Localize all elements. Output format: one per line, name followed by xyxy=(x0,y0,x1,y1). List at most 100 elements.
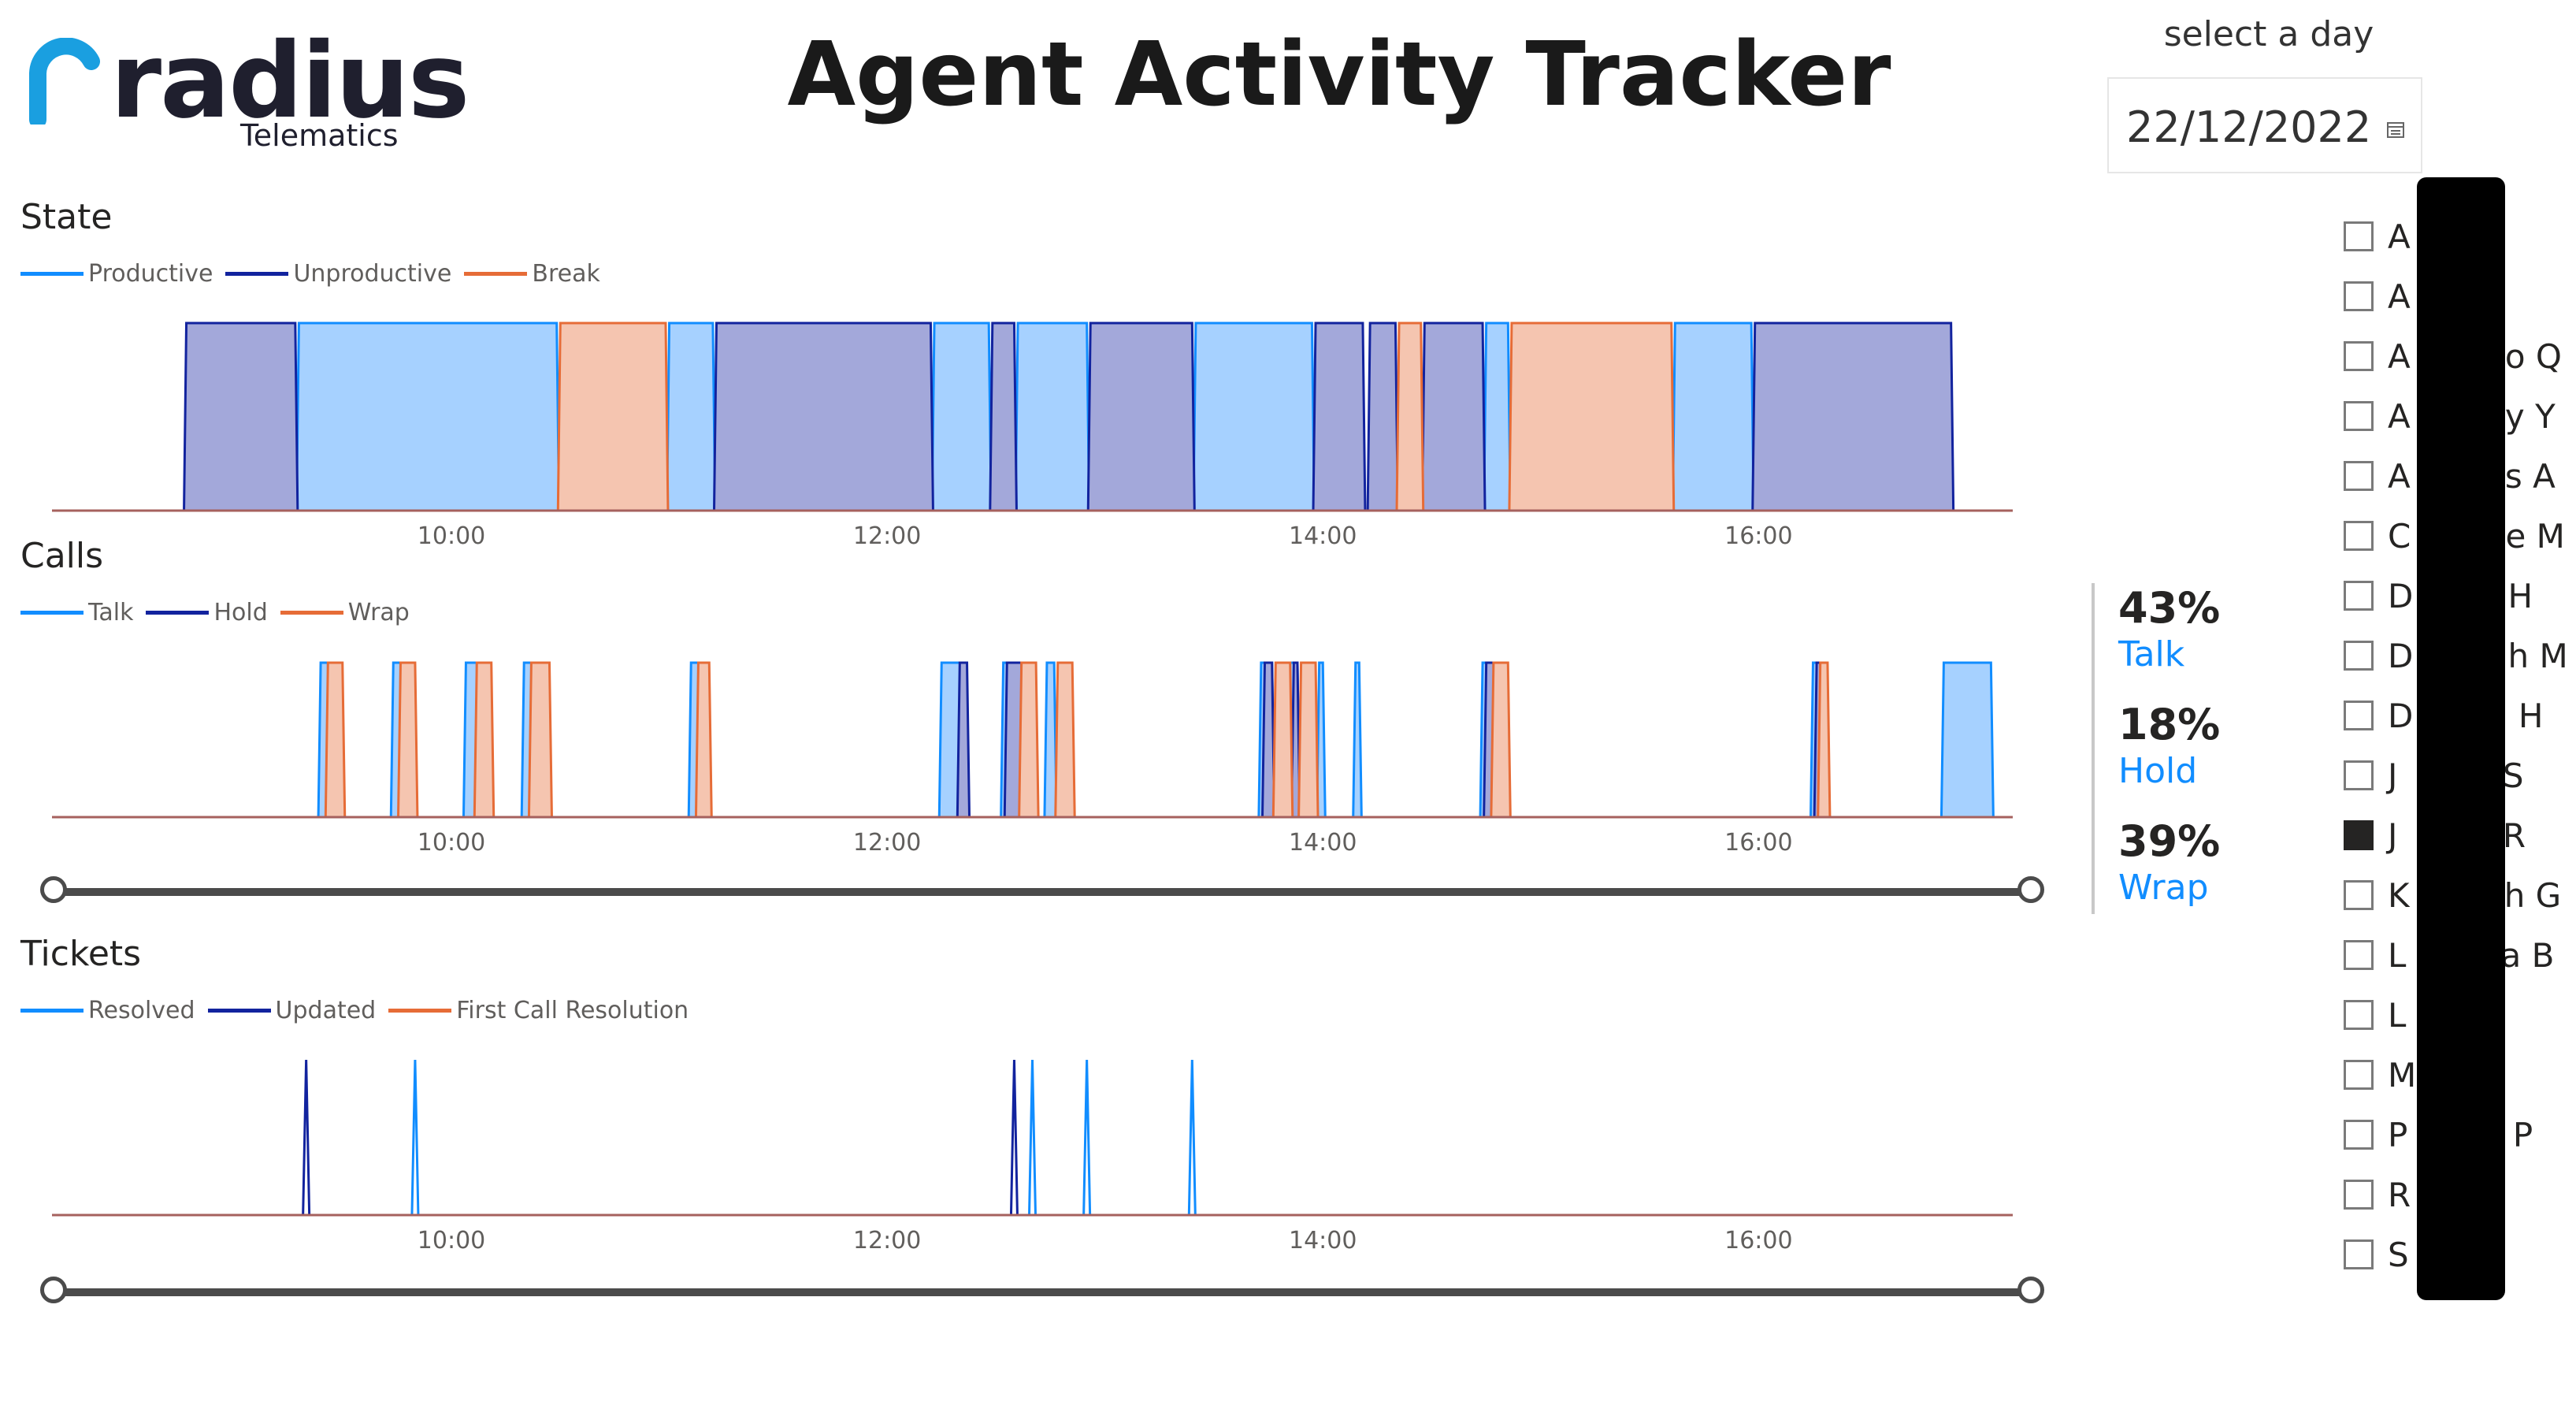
state-productive-segment[interactable] xyxy=(1671,321,1755,512)
tickets-updated-spike[interactable] xyxy=(1009,1059,1019,1216)
calls-hold-segment[interactable] xyxy=(956,661,971,819)
agent-checkbox[interactable] xyxy=(2344,581,2374,611)
calls-wrap-segment[interactable] xyxy=(694,661,713,819)
calls-wrap-segment[interactable] xyxy=(1271,661,1294,819)
agent-option[interactable]: A xyxy=(2344,213,2411,260)
state-unproductive-segment[interactable] xyxy=(1366,321,1399,512)
calendar-icon[interactable] xyxy=(2386,120,2405,139)
agent-checkbox[interactable] xyxy=(2344,221,2374,251)
state-unproductive-segment[interactable] xyxy=(1312,321,1367,512)
agent-checkbox[interactable] xyxy=(2344,461,2374,491)
state-unproductive-segment[interactable] xyxy=(712,321,934,512)
agent-checkbox[interactable] xyxy=(2344,281,2374,311)
agent-checkbox[interactable] xyxy=(2344,1060,2374,1090)
agent-option[interactable]: C e M xyxy=(2344,512,2565,559)
agent-option[interactable]: J R xyxy=(2344,812,2526,859)
call-kpi-panel: 43% Talk 18% Hold 39% Wrap xyxy=(2092,583,2299,914)
slider-start-handle[interactable] xyxy=(40,1277,67,1303)
calls-wrap-segment[interactable] xyxy=(1054,661,1076,819)
agent-option[interactable]: P P xyxy=(2344,1111,2533,1158)
x-tick-label: 16:00 xyxy=(1724,829,1792,857)
state-unproductive-segment[interactable] xyxy=(1420,321,1487,512)
agent-checkbox[interactable] xyxy=(2344,1180,2374,1210)
state-productive-segment[interactable] xyxy=(1192,321,1316,512)
slider-start-handle[interactable] xyxy=(40,876,67,903)
agent-checkbox[interactable] xyxy=(2344,641,2374,671)
date-value[interactable]: 22/12/2022 xyxy=(2126,102,2372,152)
agent-checkbox[interactable] xyxy=(2344,1120,2374,1150)
agent-checkbox[interactable] xyxy=(2344,760,2374,790)
calls-wrap-segment[interactable] xyxy=(1490,661,1512,819)
state-unproductive-segment[interactable] xyxy=(183,321,299,512)
state-productive-segment[interactable] xyxy=(930,321,993,512)
x-tick-label: 12:00 xyxy=(853,522,921,550)
calls-wrap-segment[interactable] xyxy=(396,661,419,819)
agent-checkbox[interactable] xyxy=(2344,521,2374,551)
state-productive-segment[interactable] xyxy=(295,321,561,512)
agent-name: P P xyxy=(2388,1115,2533,1154)
agent-option[interactable]: L xyxy=(2344,991,2406,1039)
calls-talk-segment[interactable] xyxy=(1352,661,1363,819)
calls-wrap-segment[interactable] xyxy=(1018,661,1040,819)
slider-track[interactable] xyxy=(54,1288,2031,1296)
legend-fcr[interactable]: First Call Resolution xyxy=(388,997,689,1024)
agent-option[interactable]: S xyxy=(2344,1231,2409,1278)
agent-checkbox[interactable] xyxy=(2344,401,2374,431)
agent-checkbox[interactable] xyxy=(2344,940,2374,970)
agent-option[interactable]: M xyxy=(2344,1051,2416,1098)
calls-wrap-segment[interactable] xyxy=(473,661,496,819)
state-break-segment[interactable] xyxy=(1395,321,1425,512)
agent-name: R xyxy=(2388,1175,2411,1214)
calls-wrap-segment[interactable] xyxy=(324,661,347,819)
slider-track[interactable] xyxy=(54,888,2031,896)
agent-option[interactable]: D H xyxy=(2344,692,2543,739)
calls-talk-segment[interactable] xyxy=(1939,661,1995,819)
legend-hold[interactable]: Hold xyxy=(146,599,268,626)
agent-checkbox[interactable] xyxy=(2344,701,2374,730)
tickets-resolved-spike[interactable] xyxy=(410,1059,420,1216)
tickets-resolved-spike[interactable] xyxy=(1082,1059,1092,1216)
agent-option[interactable]: D H xyxy=(2344,572,2533,619)
calls-time-range-slider[interactable] xyxy=(40,876,2044,908)
agent-option[interactable]: A y Y xyxy=(2344,392,2556,440)
agent-checkbox[interactable] xyxy=(2344,341,2374,371)
tickets-resolved-spike[interactable] xyxy=(1187,1059,1197,1216)
tickets-time-range-slider[interactable] xyxy=(40,1277,2044,1308)
agent-checkbox[interactable] xyxy=(2344,880,2374,910)
radius-logo: radius Telematics xyxy=(16,16,470,158)
tickets-resolved-spike[interactable] xyxy=(1028,1059,1037,1216)
agent-option[interactable]: D h M xyxy=(2344,632,2568,679)
legend-productive[interactable]: Productive xyxy=(20,260,213,288)
state-productive-segment[interactable] xyxy=(1483,321,1512,512)
legend-talk[interactable]: Talk xyxy=(20,599,133,626)
agent-name: J S xyxy=(2388,756,2524,795)
slider-end-handle[interactable] xyxy=(2017,876,2044,903)
state-break-segment[interactable] xyxy=(556,321,670,512)
calls-wrap-segment[interactable] xyxy=(1297,661,1320,819)
agent-option[interactable]: A xyxy=(2344,273,2411,320)
tickets-updated-spike[interactable] xyxy=(302,1059,311,1216)
state-break-segment[interactable] xyxy=(1508,321,1676,512)
date-picker[interactable]: 22/12/2022 xyxy=(2107,77,2422,173)
agent-checkbox[interactable] xyxy=(2344,820,2374,850)
state-productive-segment[interactable] xyxy=(666,321,717,512)
slider-end-handle[interactable] xyxy=(2017,1277,2044,1303)
state-unproductive-segment[interactable] xyxy=(1751,321,1955,512)
legend-break[interactable]: Break xyxy=(464,260,600,288)
legend-wrap[interactable]: Wrap xyxy=(280,599,410,626)
legend-resolved[interactable]: Resolved xyxy=(20,997,195,1024)
agent-option[interactable]: R xyxy=(2344,1171,2411,1218)
agent-checkbox[interactable] xyxy=(2344,1000,2374,1030)
agent-option[interactable]: J S xyxy=(2344,752,2524,799)
agent-option[interactable]: A o Q xyxy=(2344,333,2562,380)
agent-option[interactable]: A s A xyxy=(2344,452,2556,500)
calls-wrap-segment[interactable] xyxy=(1817,661,1832,819)
agent-checkbox[interactable] xyxy=(2344,1239,2374,1269)
calls-wrap-segment[interactable] xyxy=(527,661,553,819)
agent-option[interactable]: K h G xyxy=(2344,872,2561,919)
state-productive-segment[interactable] xyxy=(1014,321,1091,512)
legend-updated[interactable]: Updated xyxy=(207,997,376,1024)
state-unproductive-segment[interactable] xyxy=(989,321,1018,512)
state-unproductive-segment[interactable] xyxy=(1086,321,1196,512)
legend-unproductive[interactable]: Unproductive xyxy=(225,260,451,288)
